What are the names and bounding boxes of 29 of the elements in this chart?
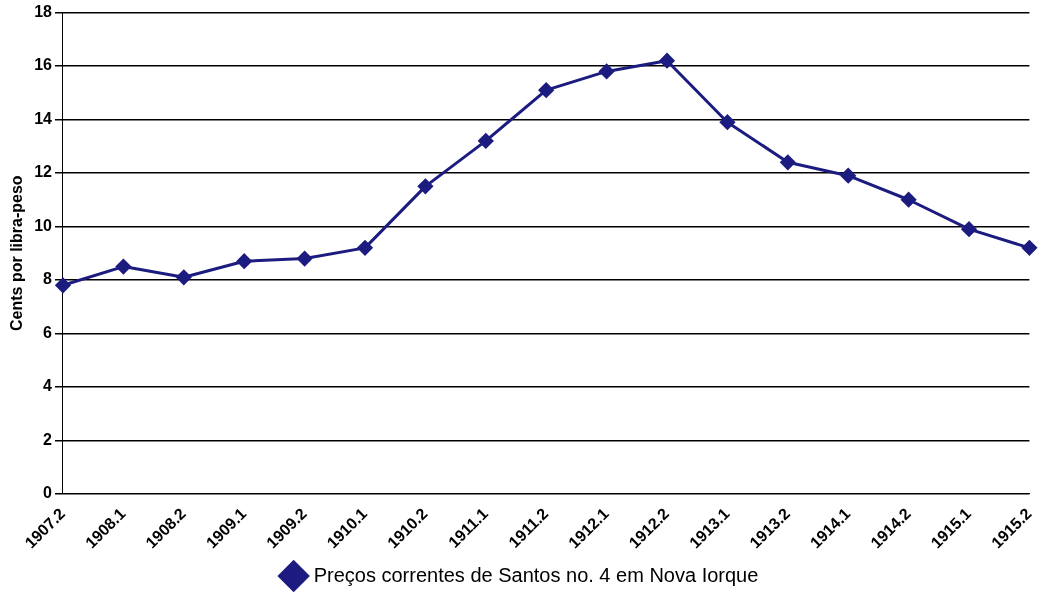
y-tick-label: 8 [43, 270, 53, 288]
y-tick-label: 16 [34, 56, 53, 74]
point [297, 251, 313, 267]
y-tick-label: 6 [43, 323, 53, 341]
point [1021, 240, 1037, 256]
point [176, 269, 192, 285]
point [780, 154, 796, 170]
point [901, 192, 917, 208]
point [478, 133, 494, 149]
y-tick-label: 18 [34, 3, 53, 21]
y-tick-label: 2 [43, 430, 53, 448]
y-tick-label: 10 [34, 216, 53, 234]
point [357, 240, 373, 256]
point [115, 259, 131, 275]
legend-label: Preços correntes de Santos no. 4 em Nova Iorque [313, 563, 759, 586]
point [659, 53, 675, 69]
y-tick-label: 14 [34, 109, 53, 127]
y-axis-title: Cents por libra-peso [8, 175, 26, 331]
y-tick-label: 12 [34, 163, 53, 181]
point [840, 168, 856, 184]
point [599, 63, 615, 79]
point [719, 114, 735, 130]
point [55, 277, 71, 293]
point [417, 178, 433, 194]
point [961, 221, 977, 237]
y-tick-label: 4 [43, 377, 53, 395]
point [538, 82, 554, 98]
y-tick-label: 0 [43, 484, 53, 502]
point [236, 253, 252, 269]
